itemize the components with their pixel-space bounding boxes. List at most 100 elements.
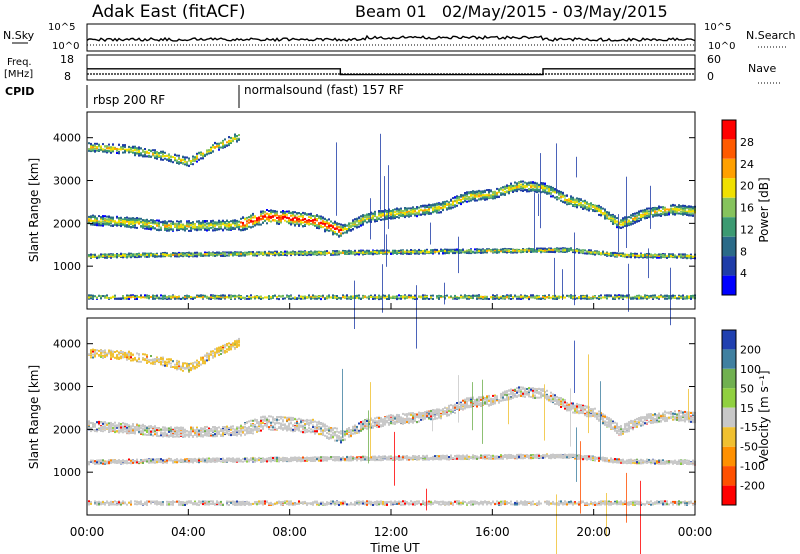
cell: [282, 212, 284, 215]
cell: [488, 249, 490, 252]
cell: [168, 295, 170, 298]
cell: [590, 204, 592, 207]
cell: [434, 210, 436, 213]
cell: [560, 296, 562, 299]
cell: [140, 255, 142, 258]
cell: [184, 160, 186, 163]
cell: [276, 297, 278, 300]
cell: [528, 184, 530, 186]
cell: [108, 150, 110, 153]
cell: [220, 226, 222, 229]
cell: [200, 296, 202, 299]
cell: [552, 188, 554, 191]
cell: [528, 296, 530, 299]
cell: [262, 212, 264, 215]
cell: [242, 226, 244, 229]
cell: [374, 210, 376, 213]
cell: [282, 216, 284, 218]
cell: [156, 154, 158, 157]
nsearch-tick-bottom: 10^0: [708, 41, 735, 52]
cell: [152, 225, 154, 228]
cell: [94, 254, 96, 257]
cell: [376, 220, 378, 222]
cell: [254, 297, 256, 300]
cell: [432, 208, 434, 211]
cell: [488, 191, 490, 193]
cell: [570, 202, 572, 205]
cell: [606, 217, 608, 220]
nsky-tick-bottom: 10^0: [52, 41, 79, 52]
cell: [568, 250, 570, 252]
cell: [204, 251, 206, 254]
cell: [598, 209, 600, 212]
cell: [200, 157, 202, 160]
cell: [272, 218, 274, 221]
cell: [146, 221, 148, 224]
cell: [194, 160, 196, 162]
cell: [598, 208, 600, 211]
cell: [338, 222, 340, 225]
cell: [600, 294, 602, 297]
cell: [380, 218, 382, 221]
cell: [296, 218, 298, 221]
cell: [290, 223, 292, 226]
cell: [332, 294, 334, 297]
cell: [576, 201, 578, 204]
cell: [162, 224, 164, 226]
cell: [374, 294, 376, 297]
cell: [268, 297, 270, 300]
cell: [498, 298, 500, 300]
cell: [192, 297, 194, 300]
cell: [198, 226, 200, 229]
cell: [94, 222, 96, 225]
cell: [472, 192, 474, 194]
cell: [104, 253, 106, 256]
cell: [152, 222, 154, 225]
cell: [406, 207, 408, 210]
cell: [496, 250, 498, 253]
cell: [126, 294, 128, 297]
cell: [308, 220, 310, 223]
cell: [262, 252, 264, 255]
cell: [134, 294, 136, 297]
cell: [496, 187, 498, 190]
cell: [334, 220, 336, 223]
cell: [164, 155, 166, 157]
cell: [318, 297, 320, 300]
cell: [166, 254, 168, 257]
cell: [310, 297, 312, 300]
cell: [278, 298, 280, 301]
cell: [394, 208, 396, 211]
cell: [130, 294, 132, 297]
cell: [518, 297, 520, 300]
cell: [238, 227, 240, 230]
cell: [156, 252, 158, 255]
cell: [202, 296, 204, 299]
cell: [174, 295, 176, 298]
cell: [430, 249, 432, 252]
cell: [594, 253, 596, 256]
cell: [406, 297, 408, 299]
cell: [326, 222, 328, 225]
cell: [272, 295, 274, 297]
cell: [178, 162, 180, 165]
cell: [192, 226, 194, 229]
cell: [160, 294, 162, 297]
cell: [334, 296, 336, 299]
cell: [580, 199, 582, 202]
cell: [226, 219, 228, 222]
cell: [126, 256, 128, 258]
cell: [134, 224, 136, 227]
cell: [142, 225, 144, 228]
cell: [306, 296, 308, 299]
cell: [550, 188, 552, 191]
cell: [222, 143, 224, 146]
cell: [150, 254, 152, 257]
cell: [334, 252, 336, 255]
cell: [328, 295, 330, 298]
cell: [510, 188, 512, 191]
cell: [258, 217, 260, 219]
cell: [350, 250, 352, 253]
cell: [316, 227, 318, 229]
cell: [94, 216, 96, 219]
